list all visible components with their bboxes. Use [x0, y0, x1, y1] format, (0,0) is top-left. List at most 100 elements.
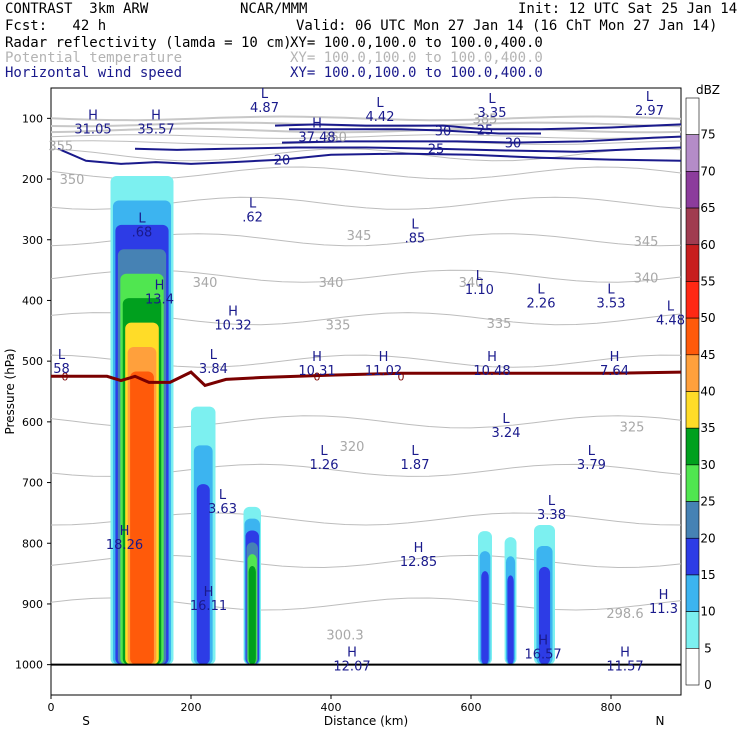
- extremum-marker: H: [155, 278, 165, 293]
- extremum-value: 11.02: [365, 364, 402, 379]
- extremum-marker: L: [488, 92, 496, 107]
- wind-contour-label: 25: [428, 143, 445, 158]
- theta-label: 325: [620, 421, 645, 436]
- field-name-wind: Horizontal wind speed: [5, 65, 183, 81]
- x-axis-start-label: S: [82, 714, 90, 728]
- extremum-marker: H: [312, 350, 322, 365]
- theta-label: 335: [326, 319, 351, 334]
- colorbar-swatch: [685, 171, 700, 209]
- theta-label: 340: [319, 276, 344, 291]
- extremum-marker: H: [487, 350, 497, 365]
- extremum-marker: L: [502, 412, 510, 427]
- wind-contour: [289, 128, 541, 135]
- extremum-marker: L: [261, 87, 269, 102]
- extremum-marker: L: [607, 283, 615, 298]
- reflectivity-cell: [507, 575, 514, 665]
- theta-isentrope: [50, 127, 682, 134]
- extremum-value: 18.26: [106, 538, 143, 553]
- colorbar-level-label: 60: [700, 238, 715, 252]
- x-tick-label: 200: [181, 701, 202, 714]
- extremum-marker: H: [120, 524, 130, 539]
- y-tick-label: 200: [22, 173, 43, 186]
- colorbar-level-label: 30: [700, 458, 715, 472]
- extremum-value: 10.31: [298, 364, 335, 379]
- colorbar-swatch: [685, 317, 700, 356]
- model-title: CONTRAST 3km ARW: [5, 1, 149, 17]
- extremum-marker: H: [347, 646, 357, 661]
- colorbar-swatch: [685, 391, 700, 429]
- theta-label: 300.3: [326, 628, 363, 643]
- extremum-value: 4.87: [250, 101, 279, 116]
- y-axis-title: Pressure (hPa): [3, 348, 17, 434]
- org-label: NCAR/MMM: [240, 1, 308, 17]
- extremum-value: 10.32: [214, 318, 251, 333]
- y-tick-label: 400: [22, 294, 43, 307]
- extremum-marker: H: [610, 350, 620, 365]
- extremum-value: 11.3: [649, 602, 678, 617]
- colorbar-unit: dBZ: [696, 83, 720, 97]
- colorbar-level-label: 25: [700, 495, 715, 509]
- extremum-value: 3.53: [597, 297, 626, 312]
- extremum-marker: H: [312, 116, 322, 131]
- extremum-value: 16.11: [190, 599, 227, 614]
- theta-label: 320: [340, 440, 365, 455]
- extremum-value: 7.64: [600, 364, 629, 379]
- extremum-value: 1.87: [401, 458, 430, 473]
- reflectivity-cell: [248, 566, 256, 665]
- field-xy-wind: XY= 100.0,100.0 to 100.0,400.0: [290, 65, 543, 81]
- x-axis-end-label: N: [656, 714, 665, 728]
- extremum-value: 10.48: [473, 364, 510, 379]
- extremum-marker: H: [659, 588, 669, 603]
- field-xy-reflectivity: XY= 100.0,100.0 to 100.0,400.0: [290, 35, 543, 51]
- forecast-hour: Fcst: 42 h: [5, 18, 107, 34]
- theta-isentrope: [50, 148, 682, 162]
- extremum-marker: H: [228, 304, 238, 319]
- colorbar-swatch: [685, 537, 700, 576]
- zero-isotherm-label: 0: [314, 370, 321, 383]
- extremum-value: 3.35: [478, 106, 507, 121]
- extremum-marker: L: [219, 488, 227, 503]
- wind-contour: [274, 123, 682, 131]
- colorbar-level-label: 0: [704, 678, 712, 692]
- reflectivity-cell: [196, 484, 210, 665]
- theta-label: 385: [473, 112, 498, 127]
- extremum-marker: L: [588, 444, 596, 459]
- plot-frame: [50, 87, 682, 696]
- theta-label: 340: [634, 271, 659, 286]
- extremum-marker: H: [379, 350, 389, 365]
- field-name-reflectivity: Radar reflectivity (lamda = 10 cm): [5, 35, 292, 51]
- extremum-value: 3.38: [537, 508, 566, 523]
- extremum-value: 12.85: [400, 555, 437, 570]
- extremum-marker: H: [88, 108, 98, 123]
- wind-contour: [134, 146, 682, 153]
- extremum-value: .62: [242, 210, 263, 225]
- extremum-value: 1.26: [310, 458, 339, 473]
- y-tick-label: 100: [22, 112, 43, 125]
- colorbar-swatch: [685, 97, 700, 135]
- colorbar-level-label: 40: [700, 385, 715, 399]
- colorbar-swatch: [685, 464, 700, 502]
- extremum-marker: L: [210, 348, 218, 363]
- extremum-marker: L: [58, 348, 66, 363]
- colorbar-level-label: 70: [700, 164, 715, 178]
- extremum-marker: L: [138, 212, 146, 227]
- extremum-marker: L: [476, 269, 484, 284]
- extremum-value: 16.57: [524, 647, 561, 662]
- colorbar-swatch: [685, 354, 700, 392]
- extremum-value: 35.57: [137, 122, 174, 137]
- colorbar-level-label: 55: [700, 274, 715, 288]
- y-tick-label: 500: [22, 355, 43, 368]
- extremum-marker: H: [204, 585, 214, 600]
- theta-label: 340: [459, 276, 484, 291]
- extremum-value: 4.48: [656, 314, 685, 329]
- extremum-value: 13.4: [145, 292, 174, 307]
- wind-contour-label: 30: [435, 124, 452, 139]
- extremum-marker: H: [151, 108, 161, 123]
- extremum-marker: L: [320, 444, 328, 459]
- x-tick-label: 0: [48, 701, 55, 714]
- extremum-value: 31.05: [74, 122, 111, 137]
- zero-isotherm-label: 0: [398, 370, 405, 383]
- extremum-marker: L: [548, 494, 556, 509]
- theta-label: 345: [347, 229, 372, 244]
